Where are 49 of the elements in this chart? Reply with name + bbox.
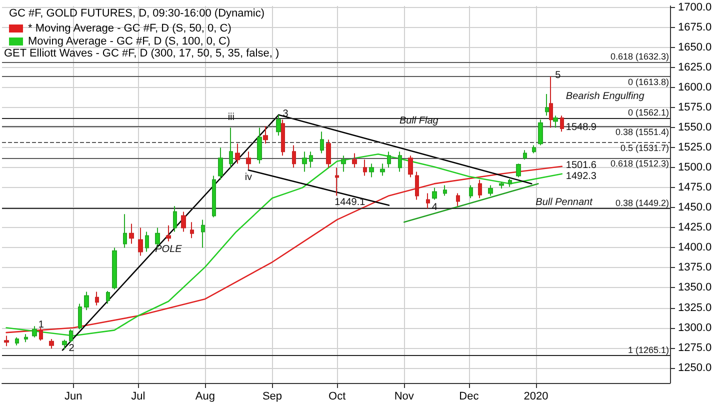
- annotation: 1501.6: [566, 160, 597, 171]
- x-tick-label: Jun: [64, 390, 82, 402]
- ref-line-label: 0.5 (1531.7): [620, 142, 669, 153]
- y-tick-label: 1375.0: [678, 262, 712, 274]
- legend-label: * Moving Average - GC #F, D (S, 50, 0, C): [28, 22, 232, 34]
- x-tick-label: Jul: [131, 390, 146, 402]
- x-tick-label: Sep: [262, 390, 282, 402]
- x-tick-label: Oct: [328, 390, 346, 402]
- annotation: Bull Pennant: [536, 197, 594, 208]
- annotation: POLE: [155, 244, 182, 255]
- y-tick-label: 1675.0: [678, 22, 712, 34]
- ref-line-label: 0 (1562.1): [628, 107, 669, 118]
- chart-title: GC #F, GOLD FUTURES, D, 09:30-16:00 (Dynamic): [9, 8, 265, 20]
- ref-line-label: 0 (1613.8): [628, 77, 669, 88]
- y-tick-label: 1400.0: [678, 242, 712, 254]
- ref-line-label: 0.38 (1449.2): [615, 198, 669, 208]
- annotation: iv: [244, 172, 252, 183]
- ref-line-label: 0.618 (1512.3): [610, 158, 669, 168]
- y-tick-label: 1525.0: [678, 142, 712, 154]
- annotation: 1: [38, 320, 44, 331]
- y-tick-label: 1300.0: [678, 322, 712, 334]
- annotation: GET Elliott Waves - GC #F, D (300, 17, 50, 5, 35, false, ): [4, 48, 280, 60]
- annotation: Bull Flag: [399, 116, 439, 127]
- annotation: Bearish Engulfing: [566, 91, 645, 102]
- y-tick-label: 1325.0: [678, 302, 712, 314]
- y-tick-label: 1425.0: [678, 222, 712, 234]
- y-tick-label: 1550.0: [678, 122, 712, 134]
- ref-line-label: 1 (1265.1): [628, 345, 669, 356]
- y-tick-label: 1575.0: [678, 102, 712, 114]
- y-tick-label: 1650.0: [678, 42, 712, 54]
- annotation: 1492.3: [566, 170, 597, 182]
- x-tick-label: Nov: [394, 390, 414, 402]
- x-tick-label: Dec: [459, 390, 480, 402]
- ref-line-label: 0.618 (1632.3): [610, 51, 669, 62]
- annotation: 2: [68, 342, 75, 354]
- y-tick-label: 1350.0: [678, 282, 712, 294]
- annotation: 1449.1: [334, 197, 366, 208]
- y-tick-label: 1625.0: [678, 62, 712, 74]
- y-tick-label: 1475.0: [678, 182, 712, 194]
- x-tick-label: Aug: [195, 390, 215, 402]
- y-tick-label: 1250.0: [678, 362, 712, 374]
- y-tick-label: 1275.0: [678, 342, 712, 354]
- legend-label: Moving Average - GC #F, D (S, 100, 0, C): [28, 36, 230, 48]
- ref-line-label: 0.38 (1551.4): [615, 127, 669, 138]
- x-tick-label: 2020: [524, 390, 548, 402]
- y-tick-label: 1450.0: [678, 202, 712, 214]
- y-tick-label: 1700.0: [678, 2, 712, 14]
- y-tick-label: 1500.0: [678, 162, 712, 174]
- y-tick-label: 1600.0: [678, 82, 712, 94]
